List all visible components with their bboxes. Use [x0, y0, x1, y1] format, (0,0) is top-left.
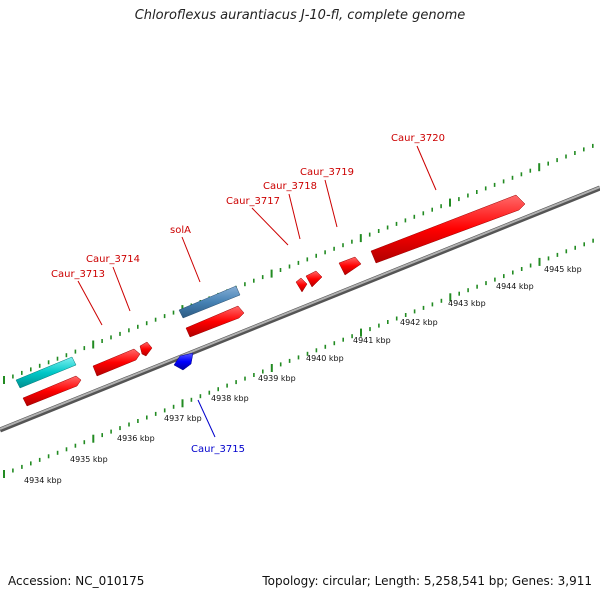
label-leaders: [77, 145, 437, 438]
accession-label: Accession: NC_010175: [8, 574, 145, 588]
ruler-label: 4943 kbp: [448, 299, 486, 308]
gene-feature-sola[interactable]: [178, 285, 241, 319]
ruler-label: 4938 kbp: [211, 394, 249, 403]
gene-features: [15, 194, 526, 407]
gene-feature-rna-lower[interactable]: [22, 375, 82, 407]
ruler-label: 4941 kbp: [353, 336, 391, 345]
genome-backbone-highlight: [0, 186, 600, 430]
gene-feature-caur-3715[interactable]: [173, 352, 194, 371]
leader-caur-3720: [416, 145, 437, 191]
genome-title: Chloroflexus aurantiacus J-10-fl, comple…: [134, 8, 466, 23]
ruler-label: 4940 kbp: [306, 354, 344, 363]
leader-caur-3714: [112, 266, 131, 312]
ruler-labels: 4934 kbp 4935 kbp 4936 kbp 4937 kbp 4938…: [24, 265, 582, 485]
leader-caur-3715: [197, 399, 216, 438]
leader-caur-3719: [324, 179, 338, 228]
leader-caur-3713: [77, 280, 103, 326]
ruler-label: 4942 kbp: [400, 318, 438, 327]
gene-label-sola[interactable]: solA: [170, 225, 191, 236]
gene-feature-caur-3714[interactable]: [139, 341, 153, 357]
gene-label-caur-3720[interactable]: Caur_3720: [391, 133, 445, 144]
gene-feature-caur-3713[interactable]: [92, 348, 141, 377]
ruler-label: 4945 kbp: [544, 265, 582, 274]
gene-label-caur-3718[interactable]: Caur_3718: [263, 181, 317, 192]
ruler-label: 4936 kbp: [117, 434, 155, 443]
ruler-label: 4939 kbp: [258, 374, 296, 383]
gene-labels: Caur_3713 Caur_3714 solA Caur_3715 Caur_…: [51, 133, 445, 455]
gene-feature-caur-3718[interactable]: [305, 270, 323, 288]
ruler-label: 4944 kbp: [496, 282, 534, 291]
gene-label-caur-3714[interactable]: Caur_3714: [86, 254, 140, 265]
gene-feature-caur-3720[interactable]: [370, 194, 526, 264]
leader-sola: [181, 236, 201, 283]
tick-row-reverse: [3, 238, 594, 478]
gene-label-caur-3719[interactable]: Caur_3719: [300, 167, 354, 178]
leader-caur-3717: [251, 207, 289, 246]
genome-summary: Topology: circular; Length: 5,258,541 bp…: [262, 574, 592, 588]
leader-caur-3718: [288, 193, 301, 240]
gene-label-caur-3713[interactable]: Caur_3713: [51, 269, 105, 280]
gene-feature-sola-partner[interactable]: [185, 305, 245, 338]
gene-feature-caur-3717[interactable]: [295, 277, 308, 293]
ruler-label: 4937 kbp: [164, 414, 202, 423]
ruler-label: 4935 kbp: [70, 455, 108, 464]
ruler-label: 4934 kbp: [24, 476, 62, 485]
gene-label-caur-3715[interactable]: Caur_3715: [191, 444, 245, 455]
tick-row-forward: [3, 143, 594, 384]
gene-label-caur-3717[interactable]: Caur_3717: [226, 196, 280, 207]
gene-feature-rna-upper[interactable]: [15, 356, 77, 389]
gene-feature-caur-3719[interactable]: [338, 256, 362, 276]
